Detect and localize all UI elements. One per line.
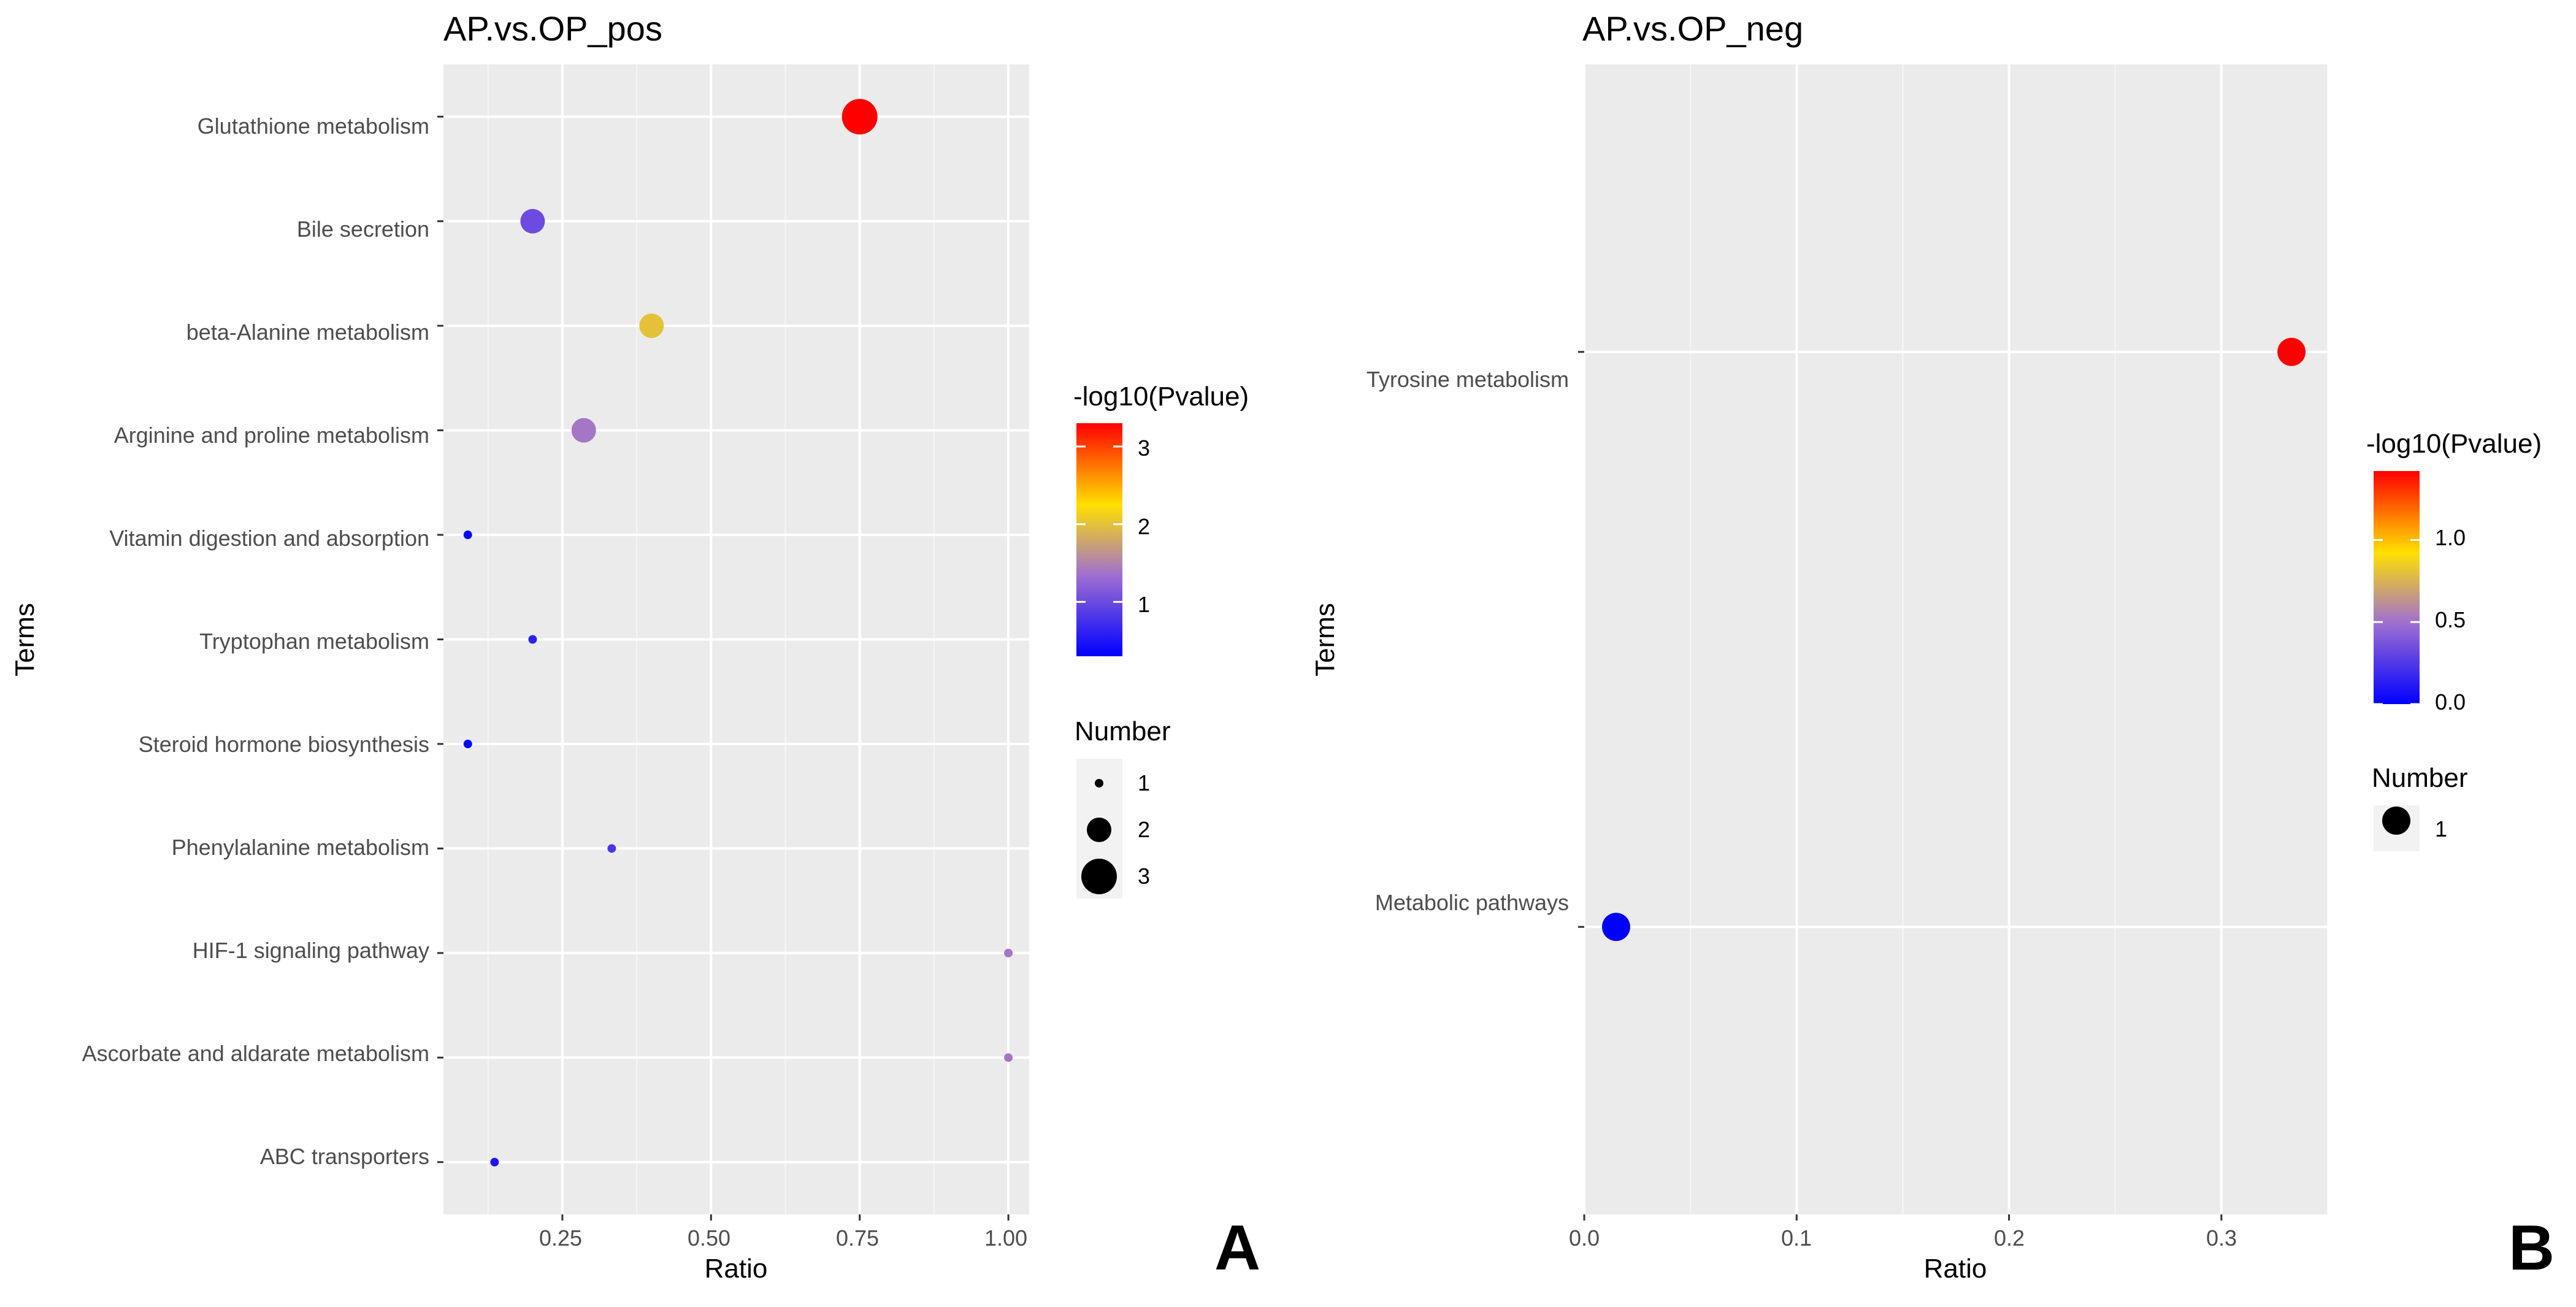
chart-a-colorbar-label: 2 [1138, 514, 1150, 539]
chart-b-tick-marks [1578, 351, 2223, 1221]
chart-a-term-label: Vitamin digestion and absorption [109, 526, 429, 551]
chart-a-y-axis-title: Terms [10, 603, 40, 676]
chart-a-x-tick-label: 0.50 [688, 1225, 730, 1251]
chart-b-size-keys [2382, 807, 2410, 835]
chart-a-term-label: Arginine and proline metabolism [114, 423, 429, 448]
chart-b-colorbar-label: 0.5 [2435, 607, 2466, 632]
chart-b-x-tick-labels: 0.0 0.1 0.2 0.3 [1569, 1225, 2237, 1251]
chart-a-term-label: Glutathione metabolism [197, 113, 429, 139]
chart-b-colorbar-label: 1.0 [2435, 525, 2466, 550]
chart-a-term-label: Ascorbate and aldarate metabolism [82, 1041, 429, 1066]
chart-b-size-legend-title: Number [2372, 763, 2468, 793]
chart-a-panel-label: A [1214, 1213, 1260, 1284]
chart-a-major-gridlines [443, 64, 1029, 1214]
chart-a-point [607, 844, 616, 853]
chart-a-point [571, 418, 596, 443]
chart-a-size-legend-title: Number [1075, 716, 1171, 746]
chart-a-points [463, 99, 1013, 1167]
chart-b-minor-gridlines [1690, 64, 2328, 1214]
chart-b-color-legend: -log10(Pvalue) 0.0 0.5 1.0 [2366, 429, 2542, 715]
chart-a-point [841, 99, 878, 135]
chart-a-x-axis-title: Ratio [705, 1254, 768, 1284]
chart-a-size-legend-label: 2 [1138, 817, 1150, 842]
chart-b-colorbar [2374, 471, 2420, 704]
chart-a-size-legend-label: 3 [1138, 864, 1150, 889]
chart-a: AP.vs.OP_pos Glutathione metabolism Bile… [10, 9, 1260, 1284]
chart-a-color-legend-title: -log10(Pvalue) [1073, 381, 1249, 412]
chart-b-size-key [2382, 807, 2410, 835]
chart-a-term-label: Phenylalanine metabolism [172, 835, 429, 860]
chart-b-point [2277, 337, 2306, 366]
chart-b-y-axis-title: Terms [1310, 603, 1340, 676]
chart-b-x-axis-title: Ratio [1924, 1254, 1987, 1284]
chart-a-color-legend: -log10(Pvalue) 1 2 3 [1073, 381, 1249, 656]
chart-b-panel-label: B [2509, 1213, 2555, 1284]
chart-a-term-label: HIF-1 signaling pathway [193, 938, 429, 963]
chart-a-colorbar-label: 1 [1138, 592, 1150, 617]
chart-a-point [490, 1157, 499, 1167]
chart-a-size-key [1087, 818, 1111, 842]
chart-b-size-legend: Number 1 [2372, 763, 2468, 851]
chart-b-point [1601, 913, 1630, 941]
chart-a-size-key [1095, 779, 1103, 788]
chart-a-point [463, 739, 472, 748]
chart-a-point [1004, 1053, 1013, 1062]
chart-a-colorbar-ticks [1076, 445, 1122, 603]
chart-b-major-gridlines [1583, 64, 2328, 1214]
chart-b-x-tick-label: 0.0 [1569, 1225, 1600, 1251]
chart-a-title: AP.vs.OP_pos [443, 9, 662, 48]
chart-a-tick-marks [437, 115, 1010, 1221]
chart-a-point [520, 209, 545, 234]
chart-b-color-legend-title: -log10(Pvalue) [2366, 429, 2542, 459]
chart-a-colorbar [1076, 423, 1122, 656]
chart-b-x-tick-label: 0.2 [1994, 1225, 2025, 1251]
chart-b-title: AP.vs.OP_neg [1582, 9, 1803, 48]
chart-a-x-tick-labels: 0.25 0.50 0.75 1.00 [539, 1225, 1027, 1251]
chart-a-term-label: Tryptophan metabolism [199, 629, 429, 654]
chart-b-plot-background [1584, 64, 2328, 1214]
chart-a-term-label: beta-Alanine metabolism [186, 320, 429, 345]
chart-a-size-key [1081, 859, 1117, 894]
chart-a-point [463, 531, 472, 540]
chart-b-x-tick-label: 0.1 [1781, 1225, 1812, 1251]
chart-b-term-label: Tyrosine metabolism [1367, 367, 1569, 392]
chart-a-size-legend: Number 1 2 3 [1075, 716, 1171, 899]
chart-b-x-tick-label: 0.3 [2206, 1225, 2237, 1251]
chart-b-points [1601, 337, 2306, 941]
chart-a-term-label: Steroid hormone biosynthesis [139, 732, 429, 757]
chart-a-term-label: ABC transporters [260, 1144, 429, 1169]
chart-a-size-keys [1081, 779, 1117, 894]
chart-a-y-tick-labels: Glutathione metabolism Bile secretion be… [82, 113, 429, 1169]
chart-b-colorbar-ticks [2374, 539, 2420, 705]
chart-a-point [1004, 948, 1013, 957]
chart-b-size-legend-label: 1 [2435, 816, 2447, 841]
chart-b-y-tick-labels: Tyrosine metabolism Metabolic pathways [1367, 367, 1569, 915]
chart-a-size-legend-label: 1 [1138, 770, 1150, 795]
chart-a-point [639, 313, 664, 339]
chart-a-term-label: Bile secretion [297, 217, 429, 242]
chart-a-point [528, 635, 537, 644]
chart-a-colorbar-label: 3 [1138, 435, 1150, 461]
chart-b: AP.vs.OP_neg Tyrosine metabolism Metabol… [1310, 9, 2555, 1284]
chart-b-term-label: Metabolic pathways [1375, 890, 1569, 915]
chart-a-x-tick-label: 0.25 [539, 1225, 582, 1251]
chart-a-x-tick-label: 1.00 [984, 1225, 1027, 1251]
chart-b-colorbar-label: 0.0 [2435, 689, 2466, 715]
chart-a-x-tick-label: 0.75 [836, 1225, 879, 1251]
